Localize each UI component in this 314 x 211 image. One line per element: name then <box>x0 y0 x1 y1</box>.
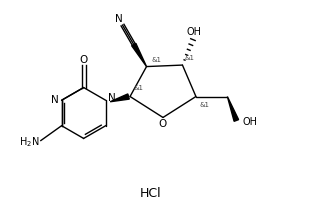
Text: N: N <box>115 14 123 24</box>
Text: &1: &1 <box>151 57 161 63</box>
Text: OH: OH <box>187 27 202 37</box>
Text: HCl: HCl <box>140 187 162 200</box>
Text: N: N <box>51 95 59 105</box>
Text: O: O <box>79 55 88 65</box>
Polygon shape <box>132 43 147 67</box>
Text: N: N <box>108 93 116 103</box>
Text: &1: &1 <box>133 85 143 91</box>
Text: &1: &1 <box>184 55 194 61</box>
Polygon shape <box>227 96 239 121</box>
Text: &1: &1 <box>199 102 209 108</box>
Polygon shape <box>110 94 129 102</box>
Text: OH: OH <box>242 117 257 127</box>
Text: H$_2$N: H$_2$N <box>19 135 40 149</box>
Text: O: O <box>159 119 167 129</box>
